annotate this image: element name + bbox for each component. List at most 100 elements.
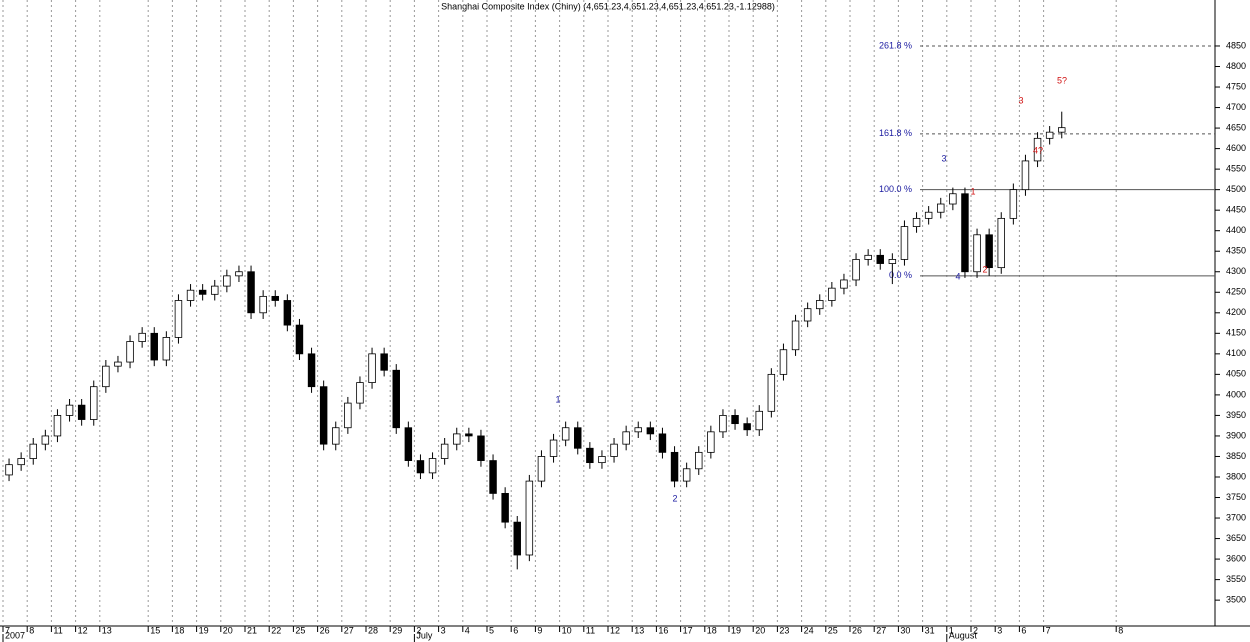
wave-label: 3 [941, 153, 946, 163]
x-tick-label: 22 [271, 625, 281, 635]
candle-body [247, 271, 255, 314]
x-tick-label: 2 [416, 625, 421, 635]
candle-body [90, 386, 98, 420]
x-tick-label: 18 [707, 625, 717, 635]
x-tick-label: 8 [1118, 625, 1123, 635]
candle-body [646, 427, 655, 435]
wave-label: 2 [982, 264, 987, 274]
y-tick-label: 4750 [1226, 81, 1246, 91]
x-tick-label: 3 [441, 625, 446, 635]
candle-body [295, 324, 304, 355]
x-tick-label: 25 [828, 625, 838, 635]
candle-body [162, 337, 171, 361]
x-tick-label: 11 [53, 625, 62, 635]
candle-body [888, 259, 897, 264]
candle-body [283, 300, 292, 326]
y-tick-label: 4100 [1226, 348, 1246, 358]
x-tick-label: 10 [562, 625, 572, 635]
y-tick-label: 3950 [1226, 410, 1246, 420]
x-tick-label: 21 [247, 625, 257, 635]
candle-body [404, 427, 413, 461]
candle-body [767, 373, 776, 412]
candle-body [138, 332, 146, 342]
candle-body [477, 435, 485, 461]
candle-body [368, 353, 376, 383]
candle-body [961, 193, 969, 273]
candle-body [126, 341, 134, 363]
candle-body [235, 271, 243, 277]
wave-label: 1 [555, 394, 560, 404]
candle-body [1009, 189, 1018, 219]
fib-label: 0.0 % [889, 270, 912, 280]
x-tick-label: 7 [5, 625, 10, 635]
candle-body [731, 415, 739, 425]
candle-body [1021, 160, 1030, 191]
candle-body [561, 427, 570, 441]
candle-body [985, 234, 993, 269]
y-tick-label: 4250 [1226, 287, 1246, 297]
candle-body [332, 427, 340, 445]
period-label: August [949, 630, 978, 640]
y-tick-label: 4700 [1226, 102, 1246, 112]
candle-body [41, 435, 50, 445]
candle-body [622, 431, 630, 445]
x-tick-label: 13 [634, 625, 644, 635]
candle-body [973, 234, 981, 273]
candle-body [549, 439, 558, 457]
candle-body [658, 433, 667, 453]
x-tick-label: 8 [29, 625, 34, 635]
y-tick-label: 4600 [1226, 143, 1246, 153]
candle-body [319, 386, 328, 445]
candle-body [816, 300, 824, 310]
candle-body [779, 349, 788, 375]
candle-body [670, 451, 679, 482]
x-tick-label: 11 [586, 625, 595, 635]
candle-body [949, 193, 957, 205]
x-tick-label: 19 [731, 625, 741, 635]
wave-label: 1 [970, 186, 975, 196]
candle-body [1045, 131, 1054, 139]
candle-body [392, 369, 400, 429]
wave-label: 2 [672, 493, 677, 503]
y-tick-label: 4550 [1226, 163, 1246, 173]
candle-body [634, 427, 642, 433]
fib-label: 161.8 % [879, 128, 912, 138]
candle-body [440, 443, 449, 459]
candle-body [755, 410, 763, 431]
y-tick-label: 4400 [1226, 225, 1246, 235]
y-tick-label: 4000 [1226, 389, 1246, 399]
candle-body [150, 332, 158, 361]
x-tick-label: 9 [537, 625, 542, 635]
x-tick-label: 29 [392, 625, 402, 635]
x-tick-label: 7 [1046, 625, 1051, 635]
x-tick-label: 31 [925, 625, 935, 635]
candle-body [356, 382, 364, 404]
candle-body [29, 443, 37, 459]
x-tick-label: 3 [997, 625, 1002, 635]
y-tick-label: 4300 [1226, 266, 1246, 276]
x-tick-label: 5 [489, 625, 494, 635]
candle-body [1058, 127, 1066, 133]
x-tick-label: 24 [804, 625, 814, 635]
candle-body [428, 458, 437, 474]
fib-label: 261.8 % [879, 40, 912, 50]
candle-body [53, 415, 62, 437]
candle-body [997, 217, 1005, 269]
candle-body [900, 226, 909, 260]
candle-body [791, 320, 800, 351]
candle-body [223, 275, 231, 287]
x-tick-label: 12 [610, 625, 620, 635]
candle-body [937, 203, 945, 213]
wave-label: 5? [1057, 75, 1067, 85]
candle-body [77, 404, 86, 420]
x-tick-label: 15 [150, 625, 160, 635]
candle-body [598, 456, 606, 464]
x-tick-label: 18 [174, 625, 184, 635]
candle-body [211, 285, 219, 295]
candle-body [307, 353, 316, 388]
candle-body [574, 427, 582, 449]
y-tick-label: 4200 [1226, 307, 1246, 317]
candle-body [719, 415, 727, 433]
x-tick-label: 1 [949, 625, 954, 635]
candle-body [586, 447, 594, 464]
